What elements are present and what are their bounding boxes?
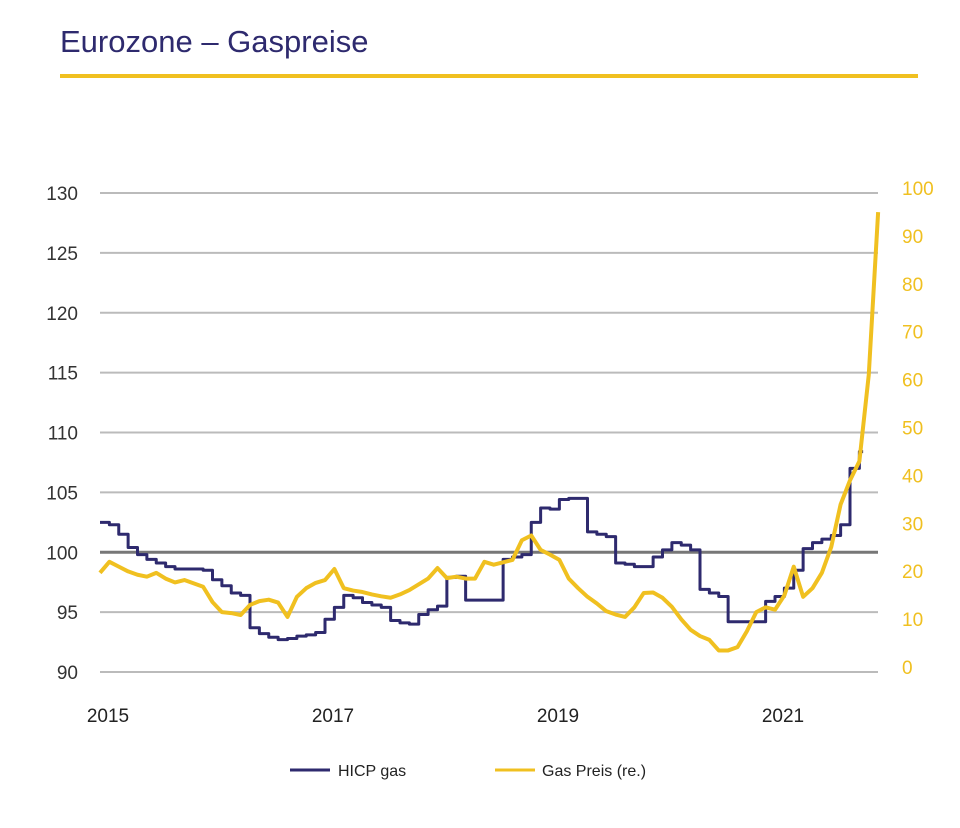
left-tick-label: 110	[48, 424, 78, 445]
right-tick-label: 90	[902, 227, 923, 248]
left-tick-label: 130	[46, 184, 78, 205]
title-underline	[60, 74, 918, 78]
legend-label-gas: Gas Preis (re.)	[542, 763, 646, 780]
right-tick-label: 30	[902, 514, 923, 535]
left-tick-label: 100	[46, 543, 78, 564]
left-tick-label: 115	[48, 364, 78, 385]
left-tick-label: 125	[46, 244, 78, 265]
left-tick-label: 95	[57, 603, 78, 624]
right-tick-label: 0	[902, 658, 913, 679]
series-line-gas-preis	[98, 212, 881, 653]
right-tick-label: 70	[902, 323, 923, 344]
right-tick-label: 100	[902, 179, 934, 200]
right-tick-label: 10	[902, 610, 923, 631]
left-axis-ticks: 90 95 100 105 110 115 120 125 130	[46, 184, 78, 684]
left-tick-label: 105	[46, 483, 78, 504]
series-line-hicp-gas	[100, 450, 864, 642]
x-tick-label: 2019	[537, 706, 579, 727]
right-tick-label: 60	[902, 371, 923, 392]
left-tick-label: 120	[46, 304, 78, 325]
x-tick-label: 2015	[87, 706, 129, 727]
right-tick-label: 40	[902, 466, 923, 487]
right-tick-label: 50	[902, 419, 923, 440]
chart-title: Eurozone – Gaspreise	[60, 24, 369, 59]
right-axis-ticks: 0 10 20 30 40 50 60 70 80 90 100	[902, 179, 934, 679]
right-tick-label: 80	[902, 275, 923, 296]
legend-label-hicp: HICP gas	[338, 763, 406, 780]
left-tick-label: 90	[57, 663, 78, 684]
right-tick-label: 20	[902, 562, 923, 583]
x-tick-label: 2021	[762, 706, 804, 727]
x-tick-label: 2017	[312, 706, 354, 727]
legend: HICP gas Gas Preis (re.)	[290, 763, 646, 780]
x-axis-ticks: 2015 2017 2019 2021	[87, 706, 804, 727]
series-lines	[98, 212, 881, 653]
